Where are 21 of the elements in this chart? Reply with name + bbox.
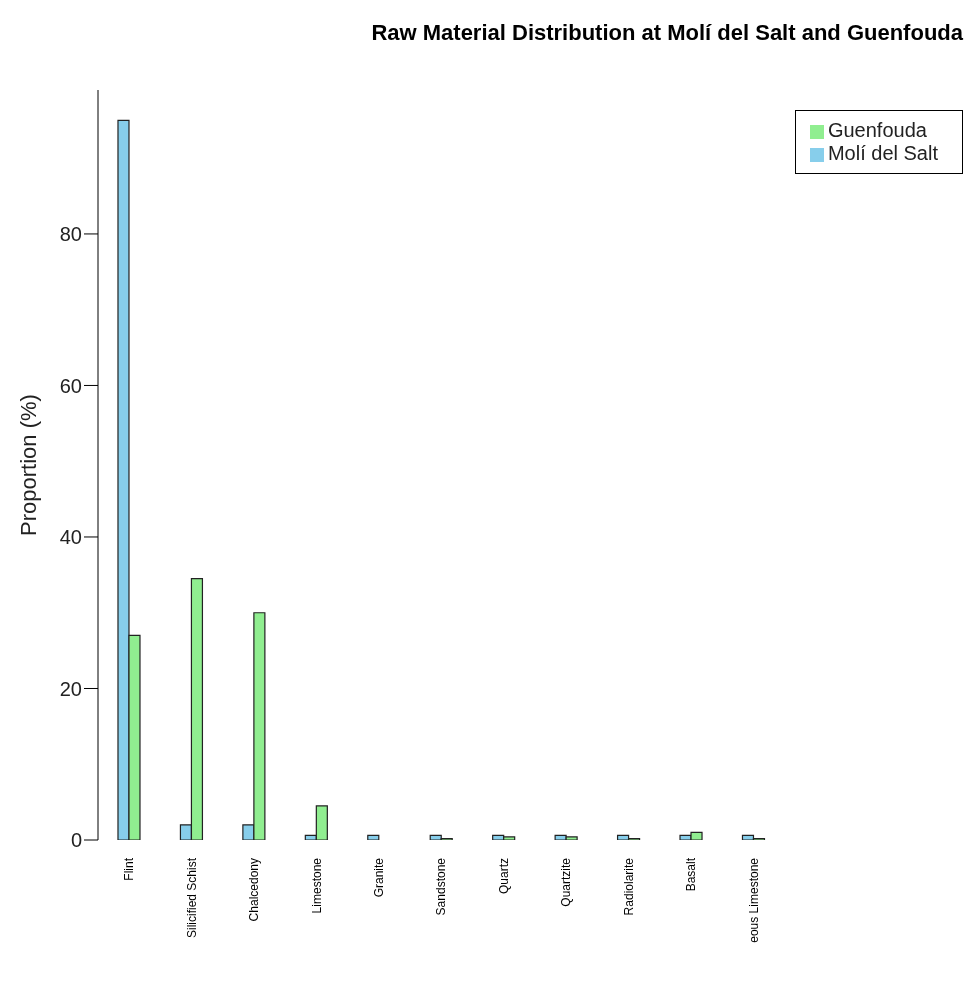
y-tick-label: 80 [59, 223, 82, 246]
y-tick-label: 0 [70, 829, 82, 852]
y-axis-title: Proportion (%) [15, 394, 41, 536]
x-tick-label: Radiolarite [621, 857, 636, 916]
bar [367, 834, 380, 840]
x-tick-label: Silicified Schist [184, 857, 199, 939]
x-tick-label: Quartz [496, 858, 511, 895]
legend-label: Guenfouda [827, 119, 927, 141]
x-tick-label: Granite [372, 857, 387, 898]
x-tick-label: Flint [122, 857, 137, 881]
x-tick-label: eous Limestone [746, 857, 761, 943]
x-tick-label: Basalt [684, 857, 699, 892]
x-tick-label: Limestone [309, 857, 324, 914]
y-tick-label: 40 [59, 526, 82, 549]
chart-title: Raw Material Distribution at Molí del Salt and Guenfouda [370, 19, 963, 47]
x-tick-label: Chalcedony [247, 858, 262, 922]
legend-label: Molí del Salt [827, 142, 938, 164]
y-tick-label: 60 [59, 374, 82, 397]
x-tick-label: Sandstone [434, 857, 449, 916]
y-tick-label: 20 [59, 677, 82, 700]
x-tick-label: Quartzite [559, 857, 574, 907]
